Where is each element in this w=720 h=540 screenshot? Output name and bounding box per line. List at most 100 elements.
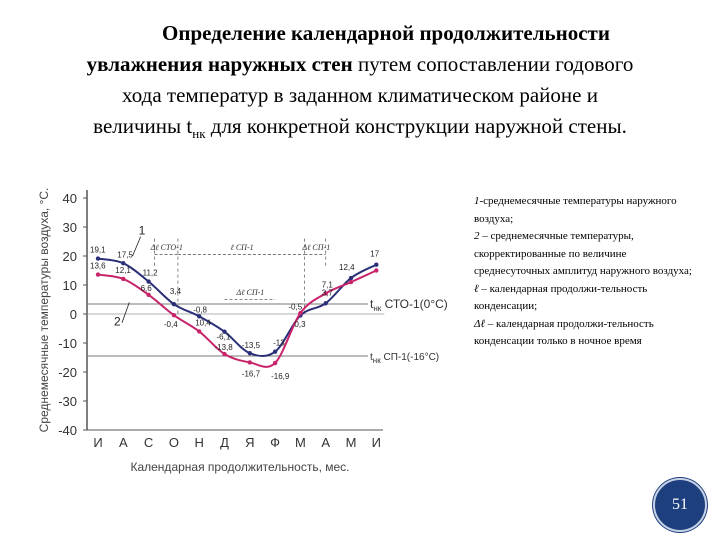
point-label-2: 0,3	[294, 320, 306, 329]
series-2-point	[146, 292, 151, 298]
point-label-2: 10,4	[195, 318, 211, 327]
y-tick-label: 0	[70, 307, 77, 322]
series-1-point	[374, 262, 379, 267]
x-tick-label: Ф	[270, 435, 280, 450]
title-bold-line1: Определение календарной продолжительност…	[162, 21, 610, 45]
x-tick-label: Н	[195, 435, 204, 450]
legend-item-2-text: – среднемесячные температуры, скорректир…	[474, 230, 692, 277]
span-label: Δℓ СТО-1	[150, 243, 183, 252]
series-1-point	[95, 256, 101, 261]
title-line4-pre: величины t	[93, 114, 193, 138]
y-tick-label: -10	[58, 336, 77, 351]
x-tick-label: О	[169, 435, 179, 450]
series-2-point	[171, 312, 177, 318]
chart-labels: 19,117,511,23,4-0,8-6,1-13,5 -13-0,53,712…	[90, 224, 380, 381]
point-label-2: -0,4	[164, 320, 178, 329]
title-line3: хода температур в заданном климатическом…	[122, 83, 598, 107]
legend-item-3-sym: ℓ	[474, 282, 479, 295]
legend-item-4: Δℓ – календарная продолжи-тельность конд…	[474, 316, 694, 351]
legend-item-1-text: -среднемесячные температуры наружного во…	[474, 195, 677, 225]
span-label: ℓ СП-1	[231, 243, 254, 252]
title-line4-sub: нк	[192, 126, 206, 142]
x-tick-label: Д	[220, 435, 229, 450]
series-1-point	[121, 261, 126, 266]
point-label-1: 3,4	[170, 287, 182, 296]
legend-item-1: 1-среднемесячные температуры наружного в…	[474, 193, 694, 228]
title-bold-line2: увлажнения наружных стен	[86, 52, 353, 76]
y-axis-title: Среднемесячные температуры воздуха, °С.	[37, 188, 51, 433]
y-tick-label: 30	[63, 220, 77, 235]
series-2-point	[298, 310, 303, 316]
point-label-1: -13	[273, 339, 285, 348]
point-label-2: -16,9	[271, 372, 290, 381]
legend-item-2: 2 – среднемесячные температуры, скоррект…	[474, 228, 694, 281]
point-label-2: 7,1	[322, 280, 334, 289]
legend-item-3-text: – календарная продолжи-тельность конденс…	[474, 282, 648, 313]
series-1-point	[197, 314, 202, 319]
slide-title: Определение календарной продолжительност…	[20, 18, 700, 149]
point-label-1: 3,7	[322, 288, 334, 297]
span-label: Δℓ СП-1	[301, 243, 330, 252]
title-line4-post: для конкретной конструкции наружной стен…	[205, 114, 627, 138]
point-label-1: -0,5	[288, 302, 302, 311]
series-2-point	[272, 360, 278, 366]
series-2-point	[374, 268, 379, 273]
legend-item-3: ℓ – календарная продолжи-тельность конде…	[474, 281, 694, 316]
title-line2-rest: путем сопоставлении годового	[352, 52, 634, 76]
series-2-point	[121, 276, 126, 282]
threshold-label: tнк СП-1(-16°С)	[370, 352, 439, 365]
series-marker-2-leader	[121, 302, 130, 323]
series-1-point	[247, 350, 252, 356]
x-tick-label: С	[144, 435, 153, 450]
x-axis-title: Календарная продолжительность, мес.	[130, 460, 349, 474]
series-2-point	[197, 329, 202, 334]
point-label-1: -13,5	[242, 341, 261, 350]
x-tick-label: М	[295, 435, 306, 450]
point-label-1: -6,1	[217, 333, 231, 342]
series-1-point	[146, 279, 151, 284]
series-1-point	[222, 329, 227, 334]
legend-item-1-num: 1	[474, 195, 480, 207]
series-1-point	[171, 301, 177, 307]
x-tick-label: Я	[245, 435, 254, 450]
point-label-1: -0,8	[193, 305, 207, 314]
page-number: 51	[672, 496, 688, 513]
point-label-1: 17	[370, 250, 379, 259]
point-label-1: 19,1	[90, 246, 106, 255]
page-number-badge: 51	[653, 478, 707, 532]
point-label-2: -16,7	[242, 369, 261, 378]
y-tick-label: 10	[63, 278, 77, 293]
point-label-2: 6,6	[141, 284, 153, 293]
chart-legend: 1-среднемесячные температуры наружного в…	[474, 193, 694, 351]
series-marker-2: 2	[114, 315, 121, 329]
threshold-label: tнк СТО-1(0°С)	[370, 297, 448, 313]
x-tick-label: А	[119, 435, 128, 450]
span-label: Δℓ СП-1	[236, 288, 265, 297]
legend-item-4-sym: Δℓ	[474, 317, 486, 330]
y-tick-label: -40	[58, 423, 77, 438]
point-label-2: 12,1	[115, 266, 131, 275]
chart-series	[95, 256, 379, 368]
span-annotations: Δℓ СТО-1 ℓ СП-1 Δℓ СП-1 Δℓ СП-1	[150, 238, 330, 314]
y-tick-label: -20	[58, 365, 77, 380]
series-2-line	[97, 269, 377, 368]
series-marker-1: 1	[139, 224, 146, 238]
x-tick-label: М	[346, 435, 357, 450]
series-1-line	[97, 257, 377, 358]
series-1-point	[348, 275, 354, 281]
y-tick-label: 40	[63, 191, 77, 206]
series-2-point	[222, 351, 227, 357]
legend-item-4-text: – календарная продолжи-тельность конденс…	[474, 317, 654, 348]
point-label-1: 17,5	[117, 250, 133, 259]
y-tick-label: -30	[58, 394, 77, 409]
y-tick-label: 20	[63, 249, 77, 264]
point-label-2: -13,8	[215, 343, 234, 352]
series-marker-1-leader	[132, 236, 141, 257]
point-label-2: 13,6	[90, 262, 106, 271]
x-tick-label: А	[321, 435, 330, 450]
series-1-point	[323, 301, 328, 306]
legend-item-2-num: 2	[474, 230, 480, 242]
x-tick-label: И	[93, 435, 102, 450]
